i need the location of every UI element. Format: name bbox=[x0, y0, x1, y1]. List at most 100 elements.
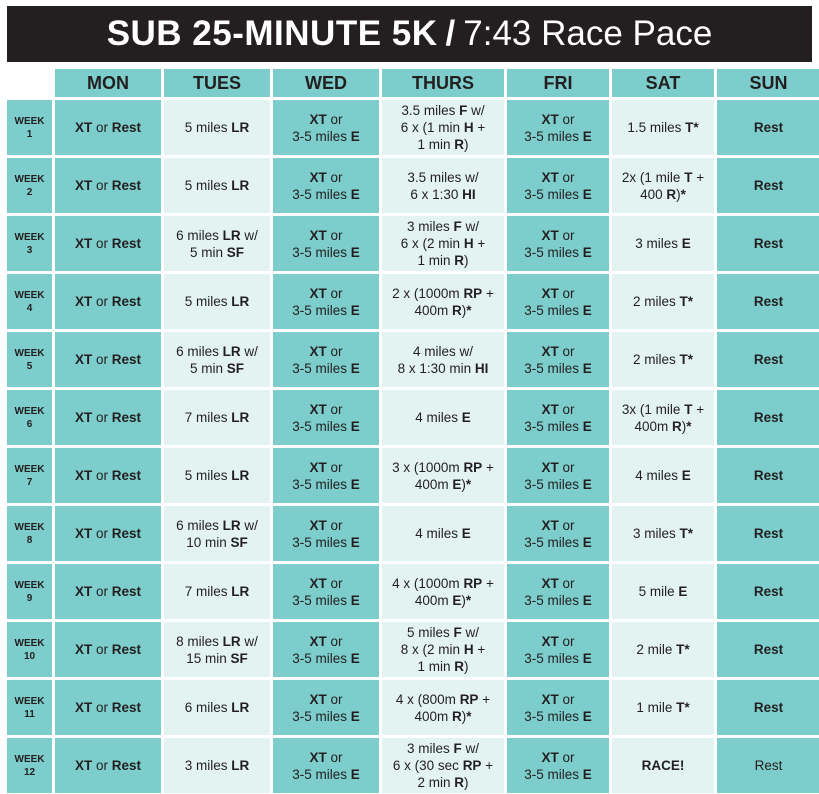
workout-text: 5 miles LR bbox=[185, 119, 250, 136]
workout-text: 1 mile T* bbox=[636, 699, 689, 716]
workout-cell-fri: XT or 3-5 miles E bbox=[507, 216, 609, 271]
workout-line: XT or Rest bbox=[74, 178, 142, 193]
workout-cell-tues: 5 miles LR bbox=[164, 274, 270, 329]
workout-text: 3.5 miles w/6 x 1:30 HI bbox=[407, 169, 478, 203]
workout-line: XT or bbox=[541, 343, 575, 359]
workout-text: XT or 3-5 miles E bbox=[524, 285, 592, 319]
workout-line: 3.5 miles w/ bbox=[407, 169, 479, 185]
workout-line: XT or Rest bbox=[74, 700, 142, 715]
week-label: WEEK 6 bbox=[7, 390, 52, 445]
workout-cell-fri: XT or 3-5 miles E bbox=[507, 332, 609, 387]
workout-cell-mon: XT or Rest bbox=[55, 564, 161, 619]
workout-cell-sat: 3x (1 mile T +400m R)* bbox=[612, 390, 714, 445]
day-header-sat: SAT bbox=[612, 69, 714, 97]
workout-line: 8 x 1:30 min HI bbox=[397, 360, 489, 376]
workout-text: 6 miles LR w/5 min SF bbox=[176, 343, 258, 377]
workout-text: XT or Rest bbox=[75, 177, 141, 194]
workout-line: 1 min R) bbox=[417, 137, 469, 152]
workout-text: 5 miles LR bbox=[185, 293, 250, 310]
workout-text: 6 miles LR w/10 min SF bbox=[176, 517, 258, 551]
workout-text: Rest bbox=[754, 293, 783, 310]
workout-cell-sat: 4 miles E bbox=[612, 448, 714, 503]
workout-text: XT or 3-5 miles E bbox=[292, 169, 360, 203]
workout-text: Rest bbox=[754, 409, 783, 426]
workout-line: 3-5 miles E bbox=[524, 244, 592, 260]
workout-cell-sat: RACE! bbox=[612, 738, 714, 793]
workout-line: 2 miles T* bbox=[632, 352, 693, 367]
week-word: WEEK bbox=[14, 231, 45, 243]
workout-cell-sun: Rest bbox=[717, 216, 819, 271]
workout-line: 4 miles E bbox=[415, 410, 471, 425]
workout-line: 6 x (30 sec RP + bbox=[392, 758, 494, 773]
workout-text: XT or 3-5 miles E bbox=[292, 343, 360, 377]
workout-text: Rest bbox=[754, 583, 783, 600]
workout-line: XT or Rest bbox=[74, 294, 142, 309]
workout-line: 10 min SF bbox=[186, 534, 248, 550]
workout-text: 4 x (800m RP +400m R)* bbox=[396, 691, 490, 725]
workout-cell-fri: XT or 3-5 miles E bbox=[507, 564, 609, 619]
workout-line: 400m R)* bbox=[414, 708, 472, 724]
workout-cell-tues: 6 miles LR w/5 min SF bbox=[164, 216, 270, 271]
workout-cell-wed: XT or 3-5 miles E bbox=[273, 274, 379, 329]
workout-text: 3 miles F w/6 x (30 sec RP + 2 min R) bbox=[393, 740, 493, 791]
workout-line: 3 miles F w/ bbox=[406, 741, 480, 756]
day-header-fri: FRI bbox=[507, 69, 609, 97]
week-number: 2 bbox=[26, 186, 33, 198]
week-label: WEEK 7 bbox=[7, 448, 52, 503]
workout-line: 3-5 miles E bbox=[524, 650, 592, 666]
workout-cell-sat: 2 miles T* bbox=[612, 274, 714, 329]
workout-text: 3 x (1000m RP +400m E)* bbox=[392, 459, 494, 493]
workout-cell-wed: XT or 3-5 miles E bbox=[273, 564, 379, 619]
workout-line: 5 min SF bbox=[189, 360, 245, 376]
workout-cell-sat: 2 miles T* bbox=[612, 332, 714, 387]
workout-line: 2 miles T* bbox=[632, 294, 693, 309]
workout-line: 5 miles LR bbox=[184, 120, 250, 135]
week-number: 5 bbox=[26, 360, 33, 372]
week-word: WEEK bbox=[14, 347, 45, 359]
workout-line: XT or Rest bbox=[74, 352, 142, 367]
workout-line: Rest bbox=[753, 468, 784, 483]
workout-text: XT or Rest bbox=[75, 467, 141, 484]
workout-line: XT or bbox=[309, 691, 343, 707]
workout-text: XT or 3-5 miles E bbox=[292, 401, 360, 435]
day-header-mon: MON bbox=[55, 69, 161, 97]
workout-line: 3-5 miles E bbox=[292, 534, 360, 550]
workout-cell-thurs: 3.5 miles w/6 x 1:30 HI bbox=[382, 158, 504, 213]
workout-text: XT or Rest bbox=[75, 699, 141, 716]
workout-cell-thurs: 3 miles F w/6 x (30 sec RP + 2 min R) bbox=[382, 738, 504, 793]
workout-line: 3-5 miles E bbox=[524, 360, 592, 376]
workout-cell-thurs: 4 miles w/8 x 1:30 min HI bbox=[382, 332, 504, 387]
workout-text: Rest bbox=[754, 525, 783, 542]
workout-cell-mon: XT or Rest bbox=[55, 738, 161, 793]
workout-line: 5 miles F w/ bbox=[406, 625, 479, 640]
workout-text: XT or 3-5 miles E bbox=[524, 517, 592, 551]
week-number: 3 bbox=[26, 244, 33, 256]
workout-cell-tues: 5 miles LR bbox=[164, 158, 270, 213]
workout-cell-sun: Rest bbox=[717, 332, 819, 387]
day-header-sun: SUN bbox=[717, 69, 819, 97]
workout-cell-tues: 7 miles LR bbox=[164, 564, 270, 619]
workout-line: 3 miles LR bbox=[184, 758, 250, 773]
workout-text: 6 miles LR bbox=[185, 699, 250, 716]
workout-cell-mon: XT or Rest bbox=[55, 448, 161, 503]
workout-cell-fri: XT or 3-5 miles E bbox=[507, 738, 609, 793]
workout-line: 3-5 miles E bbox=[292, 302, 360, 318]
workout-cell-thurs: 4 x (1000m RP +400m E)* bbox=[382, 564, 504, 619]
workout-cell-fri: XT or 3-5 miles E bbox=[507, 274, 609, 329]
workout-line: 3-5 miles E bbox=[524, 708, 592, 724]
workout-cell-wed: XT or 3-5 miles E bbox=[273, 738, 379, 793]
workout-line: 3-5 miles E bbox=[292, 186, 360, 202]
workout-text: Rest bbox=[755, 757, 783, 774]
workout-text: XT or 3-5 miles E bbox=[524, 749, 592, 783]
workout-text: XT or 3-5 miles E bbox=[524, 169, 592, 203]
workout-text: XT or Rest bbox=[75, 409, 141, 426]
week-number: 12 bbox=[23, 766, 36, 778]
workout-cell-sat: 3 miles E bbox=[612, 216, 714, 271]
week-label: WEEK 9 bbox=[7, 564, 52, 619]
workout-cell-thurs: 5 miles F w/8 x (2 min H + 1 min R) bbox=[382, 622, 504, 677]
workout-cell-fri: XT or 3-5 miles E bbox=[507, 100, 609, 155]
workout-line: XT or Rest bbox=[74, 758, 142, 773]
workout-line: 400m E)* bbox=[414, 592, 472, 608]
workout-cell-sun: Rest bbox=[717, 274, 819, 329]
workout-line: XT or Rest bbox=[74, 236, 142, 251]
